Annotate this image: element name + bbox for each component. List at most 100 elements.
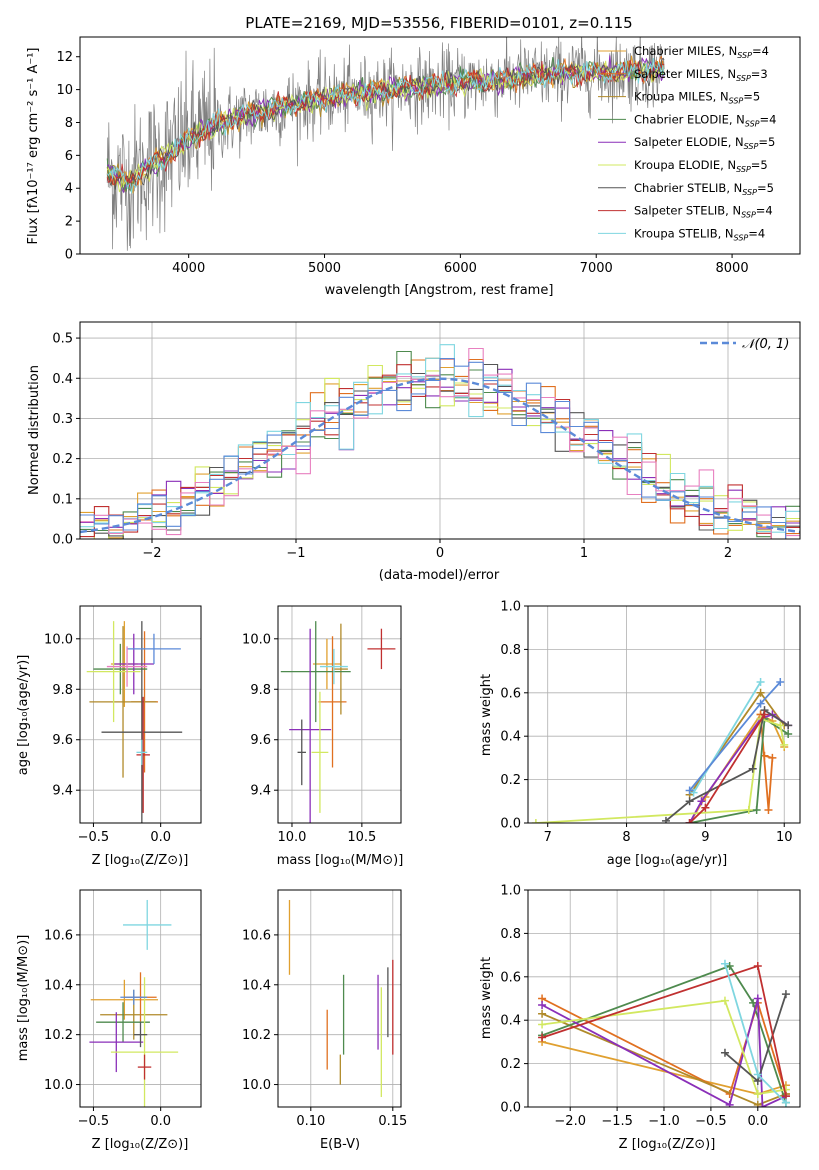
mZ-xtick-label: 0.0 <box>150 1114 171 1129</box>
mwAge-ytick-label: 0.8 <box>500 643 521 658</box>
mwZ-plus-marker <box>758 1103 767 1107</box>
mwZ-plus-marker <box>753 961 762 970</box>
ageM-marks <box>280 621 396 823</box>
mass-vs-metallicity-panel: −0.5 0.010.010.210.410.6 Z [log₁₀(Z/Z⊙)] … <box>16 889 202 1152</box>
spectrum-xtick-label: 7000 <box>580 261 613 276</box>
mE-xtick-label: 0.15 <box>378 1114 407 1129</box>
mZ-ylabel: mass [log₁₀(M/M⊙)] <box>16 935 31 1062</box>
mE-ytick-label: 10.2 <box>242 1028 271 1043</box>
spectrum-ytick-label: 10 <box>56 83 73 98</box>
ageZ-xtick-label: −0.5 <box>78 830 110 845</box>
mwAge-plus-marker <box>531 819 540 823</box>
residuals-ytick-label: 0.0 <box>52 533 73 548</box>
spectrum-frame <box>79 36 801 255</box>
residuals-panel: −2 −1 0 1 2 0.0 0.1 0.2 0.3 0.4 0.5 𝒩(0, 1) (data-m… <box>27 321 801 583</box>
mass-weight-vs-metallicity-panel: −2.0 −1.5 −1.0 −0.5 0.0 0.0 0.2 0.4 0.6 0.8 1.0 Z … <box>479 884 801 1152</box>
mwZ-xtick-label: −1.5 <box>601 1114 633 1129</box>
mE-frame <box>277 889 402 1108</box>
legend-entry: Salpeter MILES, NSSP=3 <box>634 67 768 83</box>
mwZ-xlabel: Z [log₁₀(Z/Z⊙)] <box>619 1137 716 1152</box>
mE-xlabel: E(B-V) <box>320 1137 360 1152</box>
mass-weight-vs-age-panel: 7 8 9 10 0.0 0.2 0.4 0.6 0.8 1.0 age [log₁₀(age/y… <box>479 600 801 868</box>
mwZ-ytick-label: 0.8 <box>500 927 521 942</box>
model-fit-line <box>106 59 665 189</box>
mwAge-plus-marker <box>756 699 765 708</box>
mwZ-plus-marker <box>781 1098 790 1107</box>
residuals-xtick-label: −2 <box>142 546 161 561</box>
residuals-xtick-label: 1 <box>580 546 588 561</box>
mwZ-plus-marker <box>753 994 762 1003</box>
mwZ-xtick-label: 0.0 <box>747 1114 768 1129</box>
mwZ-plus-marker <box>720 1048 729 1057</box>
mwAge-ytick-label: 0.2 <box>500 773 521 788</box>
mwAge-ylabel: mass weight <box>479 674 494 756</box>
mwZ-weight-line <box>541 999 787 1096</box>
mwAge-plus-marker <box>685 786 694 795</box>
mE-ytick-label: 10.0 <box>242 1078 271 1093</box>
ageM-ytick-label: 9.8 <box>250 683 271 698</box>
spectrum-xlabel: wavelength [Angstrom, rest frame] <box>325 283 554 298</box>
mwAge-xtick-label: 8 <box>622 830 630 845</box>
mwZ-plus-marker <box>720 996 729 1005</box>
mwZ-plus-marker <box>720 959 729 968</box>
mwAge-weight-line <box>692 681 762 794</box>
legend-entry: Chabrier MILES, NSSP=4 <box>634 44 769 60</box>
ageM-ytick-label: 10.0 <box>242 632 271 647</box>
residuals-xtick-label: 2 <box>724 546 732 561</box>
mZ-ytick-label: 10.6 <box>44 928 73 943</box>
mwAge-weight-line <box>689 717 789 823</box>
mwAge-weight-line <box>759 714 774 811</box>
legend-entry: Kroupa ELODIE, NSSP=5 <box>634 158 768 174</box>
mE-marks <box>288 899 394 1098</box>
mass-vs-ebv-panel: 0.10 0.15 10.0 10.2 10.4 10.6 E(B-V) <box>242 889 407 1152</box>
spectrum-ytick-label: 4 <box>65 182 73 197</box>
ageM-xlabel: mass [log₁₀(M/M⊙)] <box>277 853 404 868</box>
ageZ-ytick-label: 9.4 <box>52 784 73 799</box>
mwAge-plus-marker <box>685 797 694 806</box>
residuals-ytick-label: 0.4 <box>52 372 73 387</box>
mwAge-xtick-label: 9 <box>701 830 709 845</box>
mZ-ytick-label: 10.2 <box>44 1028 73 1043</box>
mwAge-ytick-label: 0.0 <box>500 817 521 832</box>
ageZ-xtick-label: 0.0 <box>150 830 171 845</box>
mwAge-plus-marker <box>784 730 793 739</box>
mwAge-plus-marker <box>768 753 777 762</box>
age-vs-mass-panel: 10.0 10.5 9.4 9.6 9.8 10.0 mass [log₁₀(M/M⊙)] <box>242 605 404 868</box>
age-vs-metallicity-panel: −0.5 0.0 9.4 9.6 9.8 10.0 Z [log₁₀(Z/Z⊙)] age… <box>16 605 202 868</box>
mwAge-xlabel: age [log₁₀(age/yr)] <box>607 853 728 868</box>
residuals-xtick-label: −1 <box>286 546 305 561</box>
spectrum-ytick-label: 2 <box>65 215 73 230</box>
mwZ-ytick-label: 0.6 <box>500 970 521 985</box>
mwZ-ytick-label: 0.0 <box>500 1101 521 1116</box>
mwAge-plus-marker <box>756 677 765 686</box>
mwAge-xtick-label: 7 <box>544 830 552 845</box>
ageM-ytick-label: 9.4 <box>250 784 271 799</box>
spectrum-ytick-label: 8 <box>65 116 73 131</box>
mwZ-plus-marker <box>753 1100 762 1107</box>
mwAge-plus-marker <box>701 803 710 812</box>
mwAge-plus-marker <box>685 819 694 823</box>
histogram-step-line <box>80 347 800 539</box>
ageM-ytick-label: 9.6 <box>250 733 271 748</box>
mwAge-plus-marker <box>776 721 785 730</box>
mwAge-ytick-label: 0.4 <box>500 730 521 745</box>
mZ-ytick-label: 10.4 <box>44 978 73 993</box>
model-fit-line <box>106 55 665 194</box>
histogram-step-line <box>80 357 800 539</box>
mwZ-ylabel: mass weight <box>479 957 494 1039</box>
ageM-frame <box>277 605 402 824</box>
spectrum-ytick-label: 12 <box>56 50 73 65</box>
ageZ-ytick-label: 10.0 <box>44 632 73 647</box>
residuals-xtick-label: 0 <box>436 546 444 561</box>
mwAge-plus-marker <box>744 805 753 814</box>
model-fit-line <box>106 57 665 194</box>
residuals-ytick-label: 0.1 <box>52 492 73 507</box>
residuals-marks <box>80 344 800 539</box>
spectrum-ytick-label: 6 <box>65 149 73 164</box>
mwZ-plus-marker <box>538 1001 547 1010</box>
mwAge-plus-marker <box>784 721 793 730</box>
mwAge-plus-marker <box>697 797 706 806</box>
mE-ytick-label: 10.6 <box>242 928 271 943</box>
legend-entry: Kroupa STELIB, NSSP=4 <box>634 226 765 242</box>
